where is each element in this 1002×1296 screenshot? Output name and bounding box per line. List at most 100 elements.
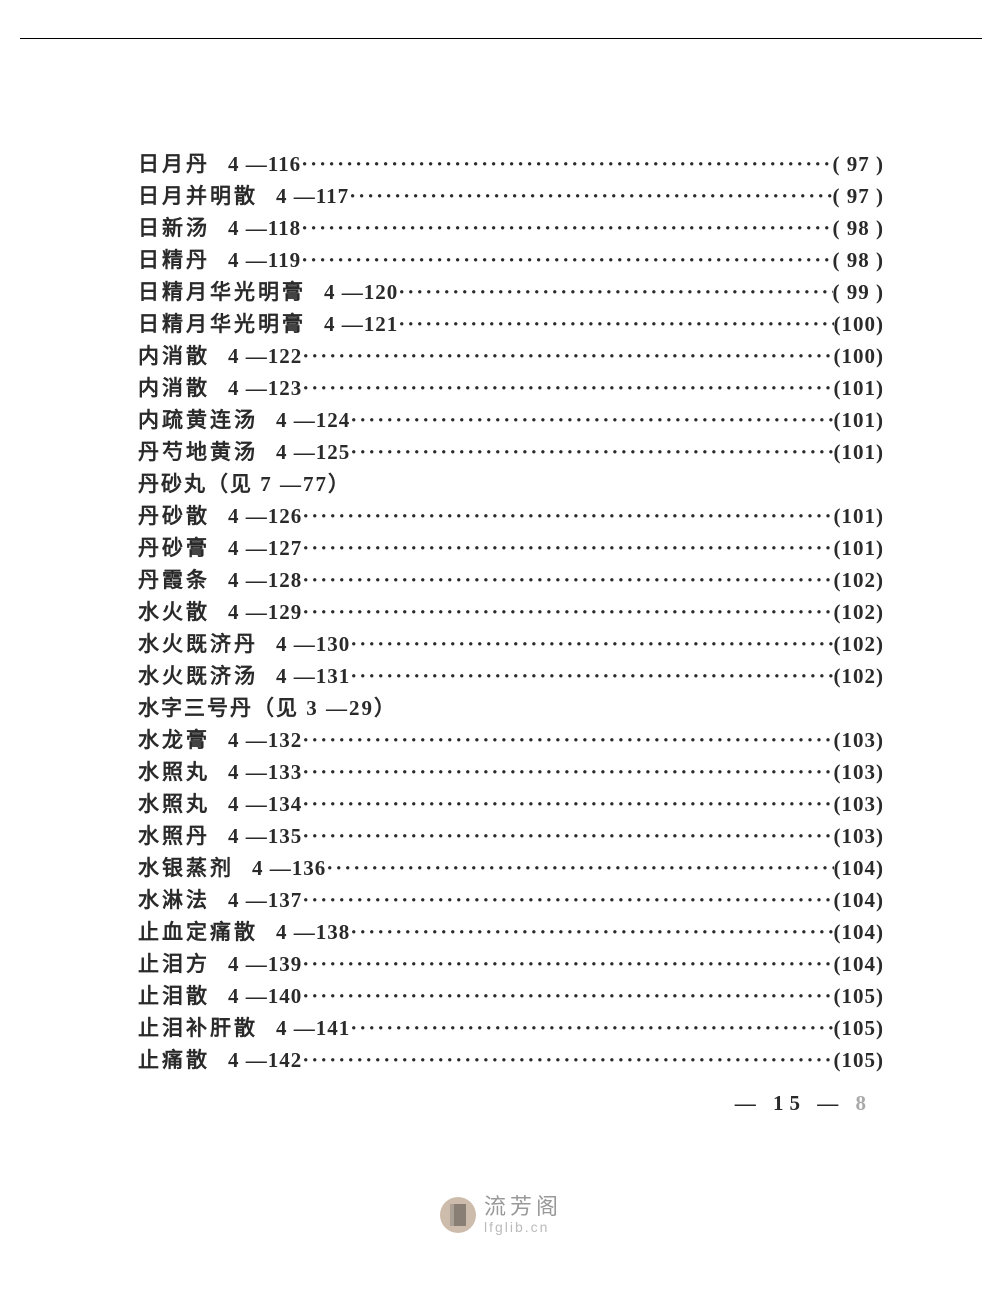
entry-name: 水淋法: [138, 884, 210, 916]
index-entry: 止血定痛散 4 —138·····························…: [138, 916, 884, 948]
leader-dots: ········································…: [302, 340, 833, 372]
index-entry: 日新汤 4 —118·······························…: [138, 212, 884, 244]
entry-page: (104): [834, 852, 885, 884]
entry-code: 4 —121: [324, 308, 398, 340]
index-list: 日月丹4 —116·······························…: [138, 148, 884, 1076]
entry-name: 日月并明散: [138, 180, 258, 212]
watermark-url: lfglib.cn: [484, 1220, 562, 1234]
entry-page: (104): [834, 916, 885, 948]
leader-dots: ········································…: [301, 244, 832, 276]
entry-page: (105): [834, 980, 885, 1012]
leader-dots: ········································…: [350, 1012, 833, 1044]
entry-name: 内疏黄连汤: [138, 404, 258, 436]
entry-name: 日新汤: [138, 212, 210, 244]
leader-dots: ········································…: [398, 276, 832, 308]
leader-dots: ········································…: [350, 628, 833, 660]
entry-name: 日精月华光明膏: [138, 308, 306, 340]
entry-page: (101): [834, 500, 885, 532]
leader-dots: ········································…: [350, 916, 833, 948]
index-entry: 水淋法 4 —137·······························…: [138, 884, 884, 916]
index-entry: 丹霞条4 —128·······························…: [138, 564, 884, 596]
leader-dots: ········································…: [302, 372, 833, 404]
entry-page: (102): [834, 564, 885, 596]
leader-dots: ········································…: [302, 532, 833, 564]
entry-code: 4 —126: [228, 500, 302, 532]
index-entry: 水照丸4 —133·······························…: [138, 756, 884, 788]
index-entry: 日月并明散4 —117·····························…: [138, 180, 884, 212]
entry-name: 水火既济丹: [138, 628, 258, 660]
entry-code: 4 —130: [276, 628, 350, 660]
leader-dots: ········································…: [301, 148, 832, 180]
leader-dots: ········································…: [350, 660, 833, 692]
index-entry: 内消散4 —123·······························…: [138, 372, 884, 404]
index-entry: 丹芍地黄汤4 —125·····························…: [138, 436, 884, 468]
index-entry: 日精月华光明膏 4 —120···························…: [138, 276, 884, 308]
entry-code: 4 —140: [228, 980, 302, 1012]
leader-dots: ········································…: [302, 724, 833, 756]
entry-name: 丹砂膏: [138, 532, 210, 564]
entry-page: (102): [834, 628, 885, 660]
entry-code: 4 —122: [228, 340, 302, 372]
index-entry: 水火散4 —129·······························…: [138, 596, 884, 628]
page-number: — 15 —: [735, 1091, 845, 1115]
index-entry: 丹砂散4 —126·······························…: [138, 500, 884, 532]
index-entry: 丹砂丸（见 7 —77）: [138, 468, 884, 500]
page-footer-extra: 8: [856, 1091, 873, 1115]
index-entry: 水银蒸剂4 —136······························…: [138, 852, 884, 884]
entry-name: 止泪方: [138, 948, 210, 980]
entry-name: 水字三号丹（见 3 —29）: [138, 692, 397, 724]
leader-dots: ········································…: [302, 1044, 833, 1076]
leader-dots: ········································…: [302, 980, 833, 1012]
entry-name: 止泪补肝散: [138, 1012, 258, 1044]
entry-name: 内消散: [138, 372, 210, 404]
index-entry: 水照丹4 —135·······························…: [138, 820, 884, 852]
entry-page: ( 98 ): [833, 212, 885, 244]
entry-code: 4 —129: [228, 596, 302, 628]
index-entry: 水火既济丹 4 —130·····························…: [138, 628, 884, 660]
entry-name: 止泪散: [138, 980, 210, 1012]
entry-page: (101): [834, 436, 885, 468]
entry-page: (100): [834, 308, 885, 340]
index-entry: 止痛散 4 —142·······························…: [138, 1044, 884, 1076]
watermark-title: 流芳阁: [484, 1196, 562, 1218]
entry-code: 4 —137: [228, 884, 302, 916]
index-entry: 水龙膏4 —132·······························…: [138, 724, 884, 756]
entry-code: 4 —138: [276, 916, 350, 948]
entry-code: 4 —136: [252, 852, 326, 884]
entry-code: 4 —124: [276, 404, 350, 436]
entry-page: (105): [834, 1044, 885, 1076]
entry-code: 4 —118: [228, 212, 301, 244]
entry-name: 日精月华光明膏: [138, 276, 306, 308]
entry-page: (102): [834, 596, 885, 628]
entry-code: 4 —120: [324, 276, 398, 308]
entry-name: 内消散: [138, 340, 210, 372]
entry-name: 水龙膏: [138, 724, 210, 756]
entry-name: 止血定痛散: [138, 916, 258, 948]
entry-code: 4 —135: [228, 820, 302, 852]
leader-dots: ········································…: [302, 884, 833, 916]
entry-page: (103): [834, 756, 885, 788]
entry-code: 4 —142: [228, 1044, 302, 1076]
leader-dots: ········································…: [302, 756, 833, 788]
page-footer: — 15 — 8: [735, 1091, 872, 1116]
entry-name: 日月丹: [138, 148, 210, 180]
entry-page: (104): [834, 884, 885, 916]
leader-dots: ········································…: [302, 788, 833, 820]
index-entry: 日月丹4 —116·······························…: [138, 148, 884, 180]
index-entry: 止泪散 4 —140·······························…: [138, 980, 884, 1012]
entry-name: 止痛散: [138, 1044, 210, 1076]
watermark-logo-icon: [440, 1197, 476, 1233]
entry-code: 4 —119: [228, 244, 301, 276]
entry-page: (103): [834, 788, 885, 820]
entry-code: 4 —141: [276, 1012, 350, 1044]
entry-page: ( 99 ): [833, 276, 885, 308]
entry-code: 4 —139: [228, 948, 302, 980]
entry-name: 丹砂丸（见 7 —77）: [138, 468, 351, 500]
index-entry: 内消散 4 —122·······························…: [138, 340, 884, 372]
entry-page: ( 97 ): [833, 148, 885, 180]
entry-code: 4 —131: [276, 660, 350, 692]
entry-name: 丹砂散: [138, 500, 210, 532]
entry-page: ( 98 ): [833, 244, 885, 276]
leader-dots: ········································…: [301, 212, 832, 244]
entry-page: (101): [834, 532, 885, 564]
